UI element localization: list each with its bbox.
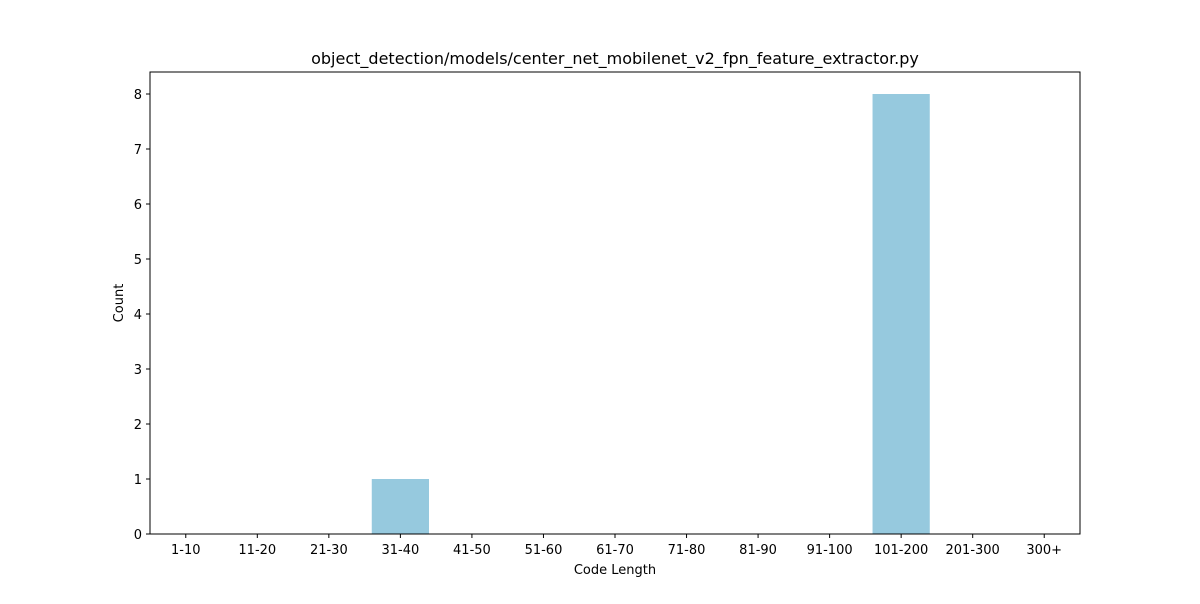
x-tick-label: 1-10 xyxy=(171,543,201,558)
x-tick-label: 71-80 xyxy=(668,543,706,558)
x-tick-label: 31-40 xyxy=(381,543,419,558)
x-tick-label: 21-30 xyxy=(310,543,348,558)
y-axis-ticks: 0 1 2 3 4 5 6 7 8 xyxy=(134,88,150,543)
plot-area-frame xyxy=(149,71,1081,535)
y-tick-label: 0 xyxy=(134,528,142,543)
y-tick-label: 6 xyxy=(134,198,142,213)
y-tick-label: 8 xyxy=(134,88,142,103)
y-tick-label: 3 xyxy=(134,363,142,378)
x-tick-label: 81-90 xyxy=(739,543,777,558)
y-tick-label: 7 xyxy=(134,143,142,158)
y-tick-label: 5 xyxy=(134,253,142,268)
x-axis-ticks: 1-10 11-20 21-30 31-40 41-50 51-60 61-70 71-80 8… xyxy=(171,534,1062,558)
y-tick-label: 4 xyxy=(134,308,142,323)
x-tick-label: 11-20 xyxy=(238,543,276,558)
x-axis-label: Code Length xyxy=(574,563,656,578)
bars-layer xyxy=(371,94,930,534)
x-tick-label: 51-60 xyxy=(525,543,563,558)
bar-101-200 xyxy=(872,94,930,534)
y-axis-label: Count xyxy=(112,284,127,323)
bar-31-40 xyxy=(371,479,429,534)
x-tick-label: 61-70 xyxy=(596,543,634,558)
x-tick-label: 91-100 xyxy=(807,543,853,558)
y-tick-label: 1 xyxy=(134,473,142,488)
x-tick-label: 300+ xyxy=(1026,543,1062,558)
x-tick-label: 201-300 xyxy=(946,543,1000,558)
x-tick-label: 41-50 xyxy=(453,543,491,558)
x-tick-label: 101-200 xyxy=(874,543,928,558)
y-tick-label: 2 xyxy=(134,418,142,433)
chart-title: object_detection/models/center_net_mobil… xyxy=(311,49,919,69)
